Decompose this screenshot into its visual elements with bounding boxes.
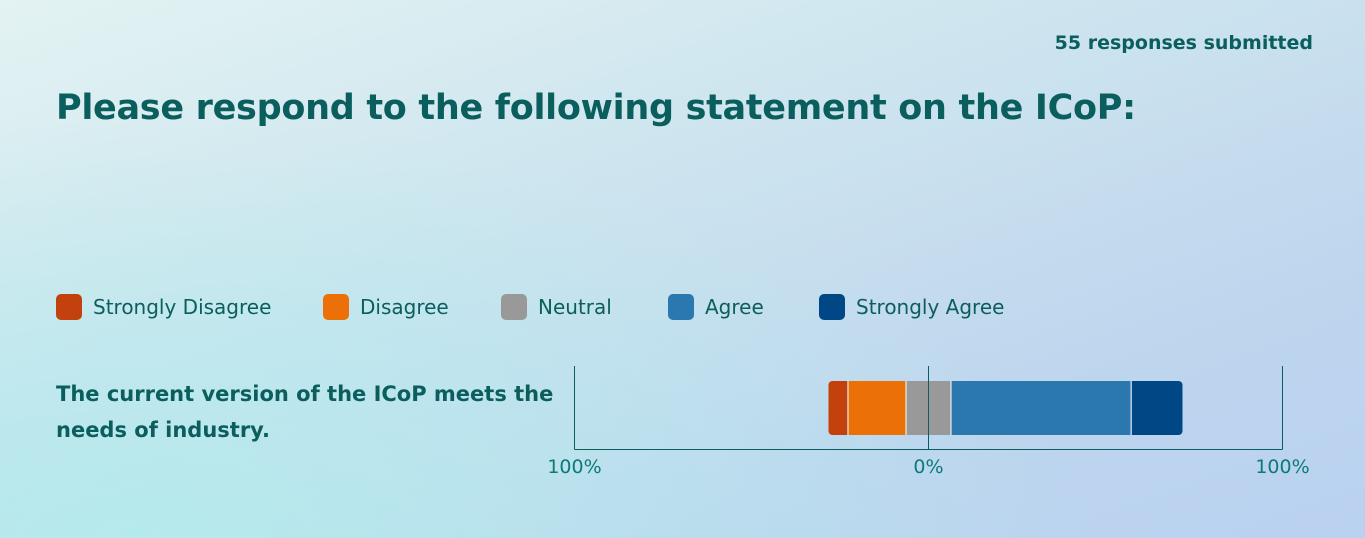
legend-label: Agree bbox=[705, 295, 764, 319]
bar-segment-strongly-agree bbox=[1131, 381, 1183, 435]
legend-item-neutral: Neutral bbox=[501, 294, 612, 320]
stacked-bar bbox=[828, 381, 1183, 435]
legend-item-disagree: Disagree bbox=[323, 294, 449, 320]
legend-swatch bbox=[819, 294, 845, 320]
x-tick-label: 100% bbox=[547, 456, 601, 478]
legend-item-agree: Agree bbox=[668, 294, 764, 320]
bar-segment-strongly-disagree bbox=[828, 381, 848, 435]
x-tick-label: 0% bbox=[913, 456, 943, 478]
responses-count: 55 responses submitted bbox=[1054, 32, 1313, 54]
legend-item-strongly-agree: Strongly Agree bbox=[819, 294, 1004, 320]
legend-item-strongly-disagree: Strongly Disagree bbox=[56, 294, 271, 320]
bar-segment-agree bbox=[950, 381, 1132, 435]
x-tick-label: 100% bbox=[1255, 456, 1309, 478]
legend-label: Neutral bbox=[538, 295, 612, 319]
legend-swatch bbox=[668, 294, 694, 320]
legend-swatch bbox=[323, 294, 349, 320]
legend-label: Strongly Disagree bbox=[93, 295, 272, 319]
page-title: Please respond to the following statemen… bbox=[56, 88, 1136, 128]
bar-segment-disagree bbox=[847, 381, 907, 435]
statement-label: The current version of the ICoP meets th… bbox=[56, 382, 554, 442]
legend-label: Disagree bbox=[360, 295, 449, 319]
legend-swatch bbox=[501, 294, 527, 320]
legend-label: Strongly Agree bbox=[856, 295, 1005, 319]
legend-swatch bbox=[56, 294, 82, 320]
